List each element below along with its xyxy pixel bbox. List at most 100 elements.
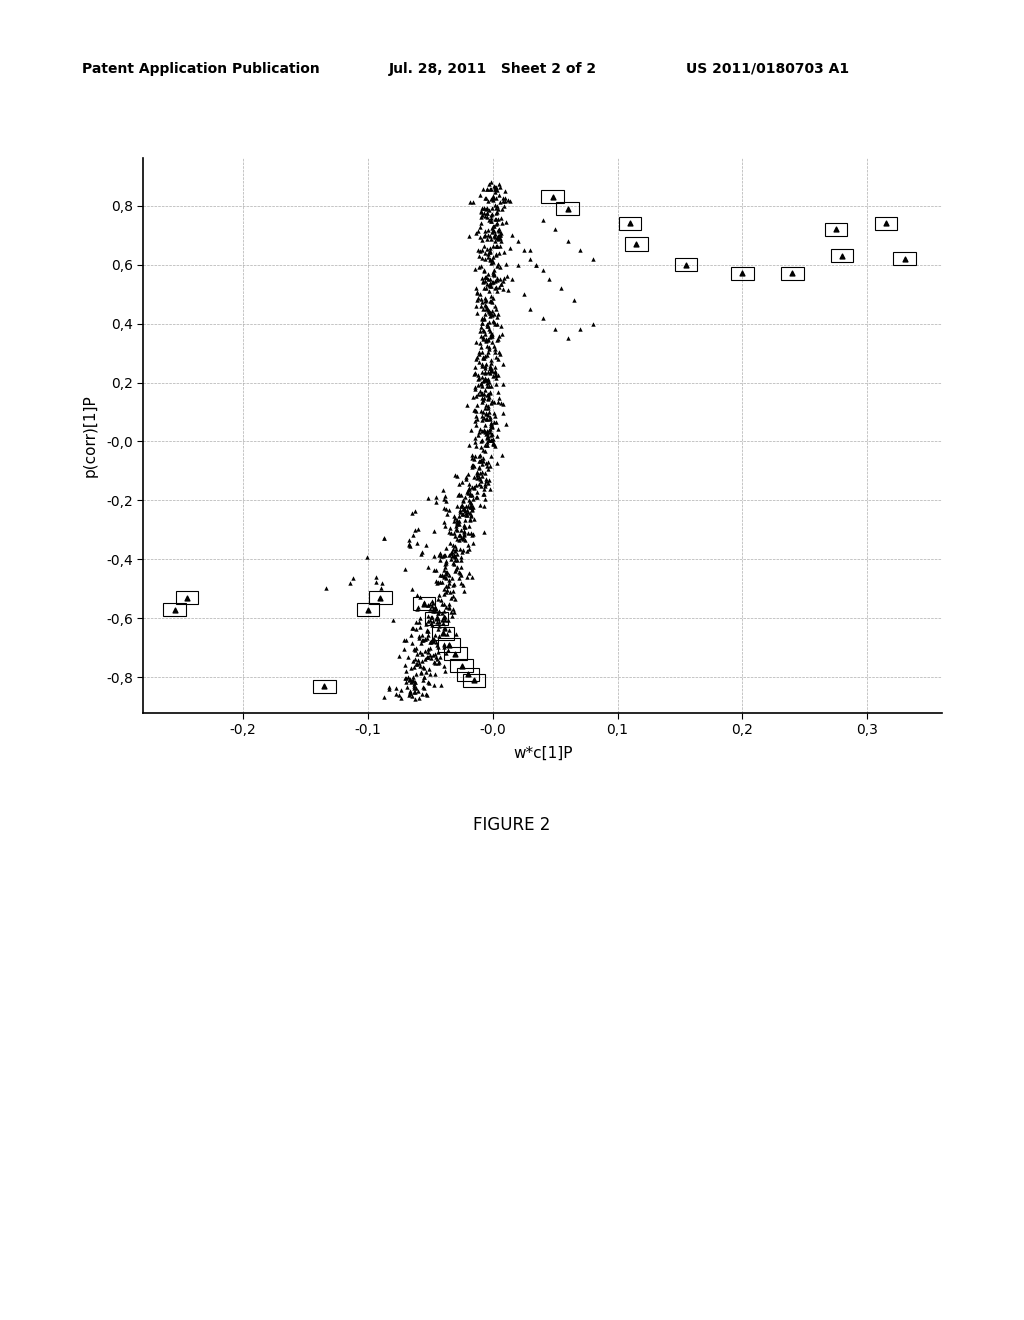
Point [490,199,507,220]
Bar [675,257,697,271]
Point [423,595,439,616]
Point [459,541,475,562]
Point [835,246,851,267]
Point [476,197,493,218]
Point [430,589,446,610]
Point [522,248,539,269]
Point [406,681,422,702]
Point [474,465,490,486]
Point [416,677,432,698]
Point [442,602,459,623]
Point [462,496,478,517]
Point [445,553,462,574]
Point [487,298,504,319]
Point [466,364,482,385]
Point [485,428,502,449]
Point [476,418,493,440]
Point [504,224,520,246]
Point [459,566,475,587]
Point [482,240,499,261]
Point [457,500,473,521]
Point [438,550,455,572]
Point [419,627,435,648]
Point [431,652,447,673]
Point [467,379,483,400]
Point [401,529,418,550]
Point [473,354,489,375]
Point [455,574,471,595]
Point [502,190,518,211]
Point [462,502,478,523]
Point [445,539,462,560]
Point [487,338,504,359]
Point [572,239,589,260]
Bar [370,591,392,605]
Point [477,453,494,474]
Point [473,405,489,426]
Point [488,235,505,256]
Point [476,323,493,345]
Point [433,675,450,696]
Point [475,389,492,411]
Point [492,256,508,277]
Point [463,523,479,544]
Point [397,667,414,688]
Point [493,273,509,294]
Point [480,264,497,285]
Point [482,252,499,273]
Point [416,657,432,678]
Point [452,539,468,560]
Point [545,186,561,207]
Point [488,209,505,230]
Point [490,342,507,363]
Point [426,628,442,649]
Point [487,223,504,244]
Point [484,331,501,352]
Point [477,441,494,462]
Point [479,387,496,408]
Point [481,300,498,321]
Point [482,359,499,380]
Point [414,544,430,565]
Point [480,451,497,473]
Point [481,281,498,302]
Point [430,602,446,623]
Point [456,498,472,519]
Point [474,362,490,383]
Point [466,362,482,383]
Point [479,422,496,444]
Point [459,482,475,503]
Point [479,335,496,356]
Point [414,624,430,645]
Point [425,628,441,649]
Point [422,632,438,653]
Point [496,195,512,216]
Point [441,635,458,656]
Point [437,642,454,663]
Point [462,508,478,529]
Point [477,330,494,351]
Point [469,282,485,304]
Point [494,199,510,220]
Point [376,527,392,548]
Point [484,429,501,450]
Point [478,197,495,218]
Point [487,177,504,198]
Point [481,242,498,263]
Point [435,583,452,605]
Point [480,458,497,479]
Point [464,499,480,520]
Point [458,516,474,537]
Point [359,599,376,620]
Point [447,519,464,540]
Point [428,647,444,668]
Point [408,618,424,639]
Point [454,495,470,516]
Point [487,374,504,395]
Point [435,479,452,500]
Point [454,655,470,676]
Point [485,288,502,309]
Point [472,418,488,440]
Point [449,557,465,578]
Point [437,561,454,582]
